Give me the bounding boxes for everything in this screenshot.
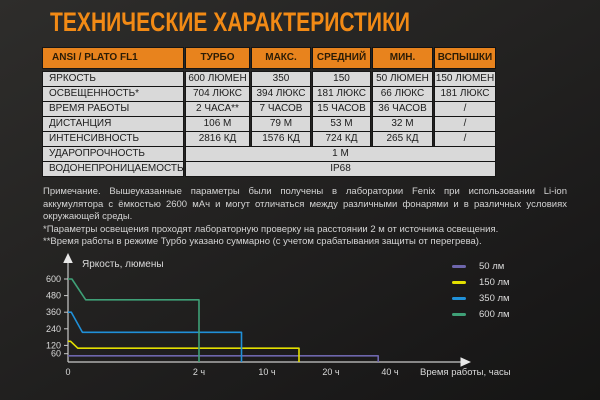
chart-legend: 50 лм 150 лм 350 лм 600 лм xyxy=(452,258,510,322)
legend-line-swatch-icon xyxy=(452,296,466,300)
note-paragraph: Примечание. Вышеуказанные параметры были… xyxy=(43,186,567,222)
value-cell: 53 М xyxy=(313,117,370,131)
legend-line-swatch-icon xyxy=(452,280,466,284)
table-body: ЯРКОСТЬ 600 ЛЮМЕН 350 ЛЮМЕН 150 ЛЮМЕН 50… xyxy=(43,72,498,176)
value-cell: / xyxy=(435,102,495,116)
legend-line-swatch-icon xyxy=(452,264,466,268)
row-label-cell: УДАРОПРОЧНОСТЬ xyxy=(43,147,183,161)
legend-item: 350 лм xyxy=(452,290,510,306)
svg-text:10 ч: 10 ч xyxy=(258,367,276,377)
table-header-cell: МИН. xyxy=(373,48,432,68)
runtime-chart: 600 480 360 240 120 60 0 2 ч 10 ч 20 ч 40 ч Яркость… xyxy=(0,250,600,400)
value-cell: 7 ЧАСОВ xyxy=(252,102,310,116)
value-cell: 2 ЧАСА** xyxy=(186,102,249,116)
legend-item: 600 лм xyxy=(452,306,510,322)
svg-text:Яркость, люмены: Яркость, люмены xyxy=(82,259,164,270)
table-header-cell: ТУРБО xyxy=(186,48,249,68)
value-cell: / xyxy=(435,117,495,131)
row-label-cell: ВОДОНЕПРОНИЦАЕМОСТЬ xyxy=(43,162,184,176)
table-row: ДИСТАНЦИЯ 106 М 79 М 53 М 32 М / xyxy=(43,117,498,131)
table-header-cell: ВСПЫШКИ xyxy=(435,48,495,68)
svg-text:20 ч: 20 ч xyxy=(322,367,340,377)
svg-text:120: 120 xyxy=(46,340,61,350)
svg-text:600: 600 xyxy=(46,274,61,284)
value-cell: 150 ЛЮМЕН xyxy=(435,72,495,86)
value-cell: 1576 КД xyxy=(252,132,310,146)
value-cell: 150 ЛЮМЕН xyxy=(313,72,370,98)
value-cell: 50 ЛЮМЕН xyxy=(373,72,432,86)
row-label-cell: ДИСТАНЦИЯ xyxy=(43,117,183,131)
table-row: ИНТЕНСИВНОСТЬ 2816 КД 1576 КД 724 КД 265… xyxy=(43,132,498,146)
legend-label: 150 лм xyxy=(479,276,510,288)
spec-table: ANSI / PLATO FL1 ТУРБО МАКС. СРЕДНИЙ МИН… xyxy=(43,48,498,176)
footnote-1: *Параметры освещения проходят лабораторн… xyxy=(43,223,499,235)
svg-text:0: 0 xyxy=(65,367,70,377)
table-header-cell: СРЕДНИЙ xyxy=(313,48,370,68)
notes-block: Примечание. Вышеуказанные параметры были… xyxy=(43,186,567,249)
row-label-cell: ИНТЕНСИВНОСТЬ xyxy=(43,132,183,146)
svg-text:240: 240 xyxy=(46,324,61,334)
table-header-row: ANSI / PLATO FL1 ТУРБО МАКС. СРЕДНИЙ МИН… xyxy=(43,48,498,68)
value-cell: 724 КД xyxy=(313,132,370,146)
value-cell: / xyxy=(435,132,495,146)
table-header-cell: МАКС. xyxy=(252,48,310,68)
footnote-2: **Время работы в режиме Турбо указано су… xyxy=(43,236,482,247)
value-cell: 394 ЛЮКС xyxy=(252,87,310,101)
row-label-cell: ВРЕМЯ РАБОТЫ xyxy=(43,102,183,116)
svg-text:480: 480 xyxy=(46,291,61,301)
legend-label: 600 лм xyxy=(479,308,510,320)
legend-line-swatch-icon xyxy=(452,312,466,316)
legend-label: 350 лм xyxy=(479,292,510,304)
legend-item: 150 лм xyxy=(452,274,510,290)
svg-text:Время работы, часы: Время работы, часы xyxy=(420,367,511,378)
value-cell: 79 М xyxy=(252,117,310,131)
svg-text:360: 360 xyxy=(46,307,61,317)
value-cell: 106 М xyxy=(186,117,249,131)
value-cell: 181 ЛЮКС xyxy=(435,87,495,101)
value-cell: 2816 КД xyxy=(186,132,249,146)
value-cell: 36 ЧАСОВ xyxy=(373,102,432,116)
svg-text:40 ч: 40 ч xyxy=(381,367,399,377)
value-cell: 66 ЛЮКС xyxy=(373,87,432,101)
legend-label: 50 лм xyxy=(479,260,505,272)
table-row: ОСВЕЩЕННОСТЬ* 704 ЛЮКС 394 ЛЮКС 181 ЛЮКС… xyxy=(43,87,498,101)
table-row: ВОДОНЕПРОНИЦАЕМОСТЬ IP68 xyxy=(43,162,498,176)
table-row: ВРЕМЯ РАБОТЫ 2 ЧАСА** 7 ЧАСОВ 15 ЧАСОВ 3… xyxy=(43,102,498,116)
value-cell: 350 ЛЮМЕН xyxy=(252,72,310,98)
value-cell: 32 М xyxy=(373,117,432,131)
svg-text:60: 60 xyxy=(51,349,61,359)
table-row: УДАРОПРОЧНОСТЬ 1 М xyxy=(43,147,498,161)
page-title: ТЕХНИЧЕСКИЕ ХАРАКТЕРИСТИКИ xyxy=(50,7,411,37)
value-cell: 181 ЛЮКС xyxy=(313,87,370,101)
value-cell-span: IP68 xyxy=(186,162,495,176)
svg-text:2 ч: 2 ч xyxy=(193,367,206,377)
value-cell: 704 ЛЮКС xyxy=(186,87,249,101)
row-label-cell: ЯРКОСТЬ xyxy=(43,72,183,86)
table-row: ЯРКОСТЬ 600 ЛЮМЕН 350 ЛЮМЕН 150 ЛЮМЕН 50… xyxy=(43,72,498,98)
value-cell-span: 1 М xyxy=(186,147,495,161)
value-cell: 15 ЧАСОВ xyxy=(313,102,370,116)
value-cell: 600 ЛЮМЕН xyxy=(186,72,249,86)
value-cell: 265 КД xyxy=(373,132,432,146)
table-header-cell: ANSI / PLATO FL1 xyxy=(43,48,183,68)
row-label-cell: ОСВЕЩЕННОСТЬ* xyxy=(43,87,183,101)
legend-item: 50 лм xyxy=(452,258,510,274)
